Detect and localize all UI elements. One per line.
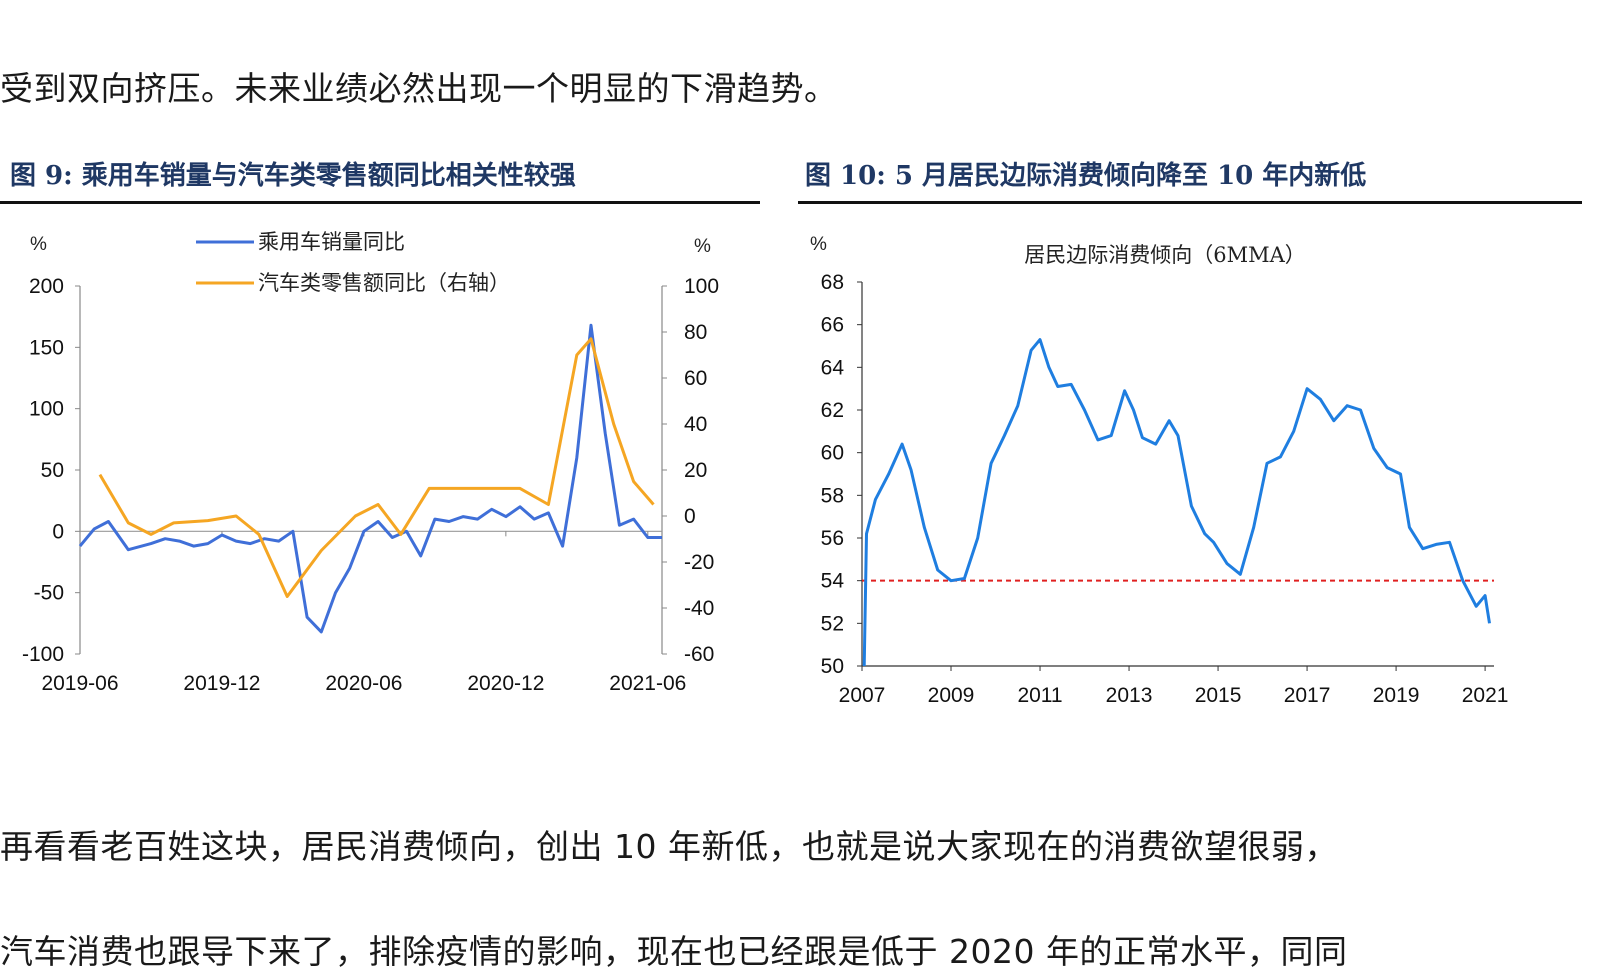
chart1-y2tick-label: 0: [684, 505, 696, 528]
chart2-ytick-label: 58: [821, 484, 844, 507]
chart1-xtick-label: 2020-12: [467, 672, 544, 695]
chart1-xtick-label: 2020-06: [325, 672, 402, 695]
chart2-xtick-label: 2013: [1106, 684, 1153, 707]
chart2-unit: %: [810, 234, 827, 255]
chart2-ytick-label: 60: [821, 442, 844, 465]
chart1-ytick-label: 100: [29, 398, 64, 421]
chart1-ytick-label: 0: [52, 520, 64, 543]
chart1-y2tick-label: -40: [684, 597, 714, 620]
chart1-xtick-label: 2021-06: [609, 672, 686, 695]
chart2-xtick-label: 2019: [1373, 684, 1420, 707]
chart2-ytick-label: 50: [821, 655, 844, 678]
chart2-xtick-label: 2021: [1462, 684, 1509, 707]
chart2-ytick-label: 68: [821, 271, 844, 294]
chart2-ytick-label: 64: [821, 356, 845, 379]
chart1-ytick-label: -100: [22, 643, 64, 666]
figure-9-rule: [0, 201, 760, 204]
chart2-xtick-label: 2009: [928, 684, 975, 707]
chart1-ytick-label: 150: [29, 336, 64, 359]
chart2-ytick-label: 66: [821, 314, 844, 337]
chart1-xtick-label: 2019-06: [41, 672, 118, 695]
chart1-series-1-line: [78, 323, 662, 634]
chart2-series-line: [862, 338, 1491, 667]
chart1-series-2-line: [98, 337, 655, 598]
chart2-ytick-label: 52: [821, 612, 844, 635]
chart1-y2tick-label: -60: [684, 643, 714, 666]
paragraph-1: 受到双向挤压。未来业绩必然出现一个明显的下滑趋势。: [0, 69, 838, 108]
chart2-xtick-label: 2017: [1284, 684, 1331, 707]
chart1-y2tick-label: 80: [684, 321, 707, 344]
figure-10-rule: [798, 201, 1582, 204]
chart2-xtick-label: 2015: [1195, 684, 1242, 707]
chart1-right-unit: %: [694, 236, 711, 257]
chart2-ytick-label: 62: [821, 399, 844, 422]
figure-9-title: 图 9: 乘用车销量与汽车类零售额同比相关性较强: [10, 161, 576, 191]
chart1-left-unit: %: [30, 234, 47, 255]
chart1-legend-label-2: 汽车类零售额同比（右轴）: [258, 271, 510, 295]
chart1-y2tick-label: 40: [684, 413, 707, 436]
chart1-y2tick-label: 60: [684, 367, 707, 390]
chart1-legend-label-1: 乘用车销量同比: [258, 230, 405, 254]
chart2-ytick-label: 54: [821, 570, 845, 593]
chart1-y2tick-label: 100: [684, 275, 719, 298]
chart1-ytick-label: 50: [41, 459, 64, 482]
chart1-xtick-label: 2019-12: [183, 672, 260, 695]
chart2-xtick-label: 2011: [1017, 684, 1062, 707]
chart1-y2tick-label: -20: [684, 551, 714, 574]
chart1-ytick-label: -50: [34, 582, 64, 605]
chart2-title: 居民边际消费倾向（6MMA）: [1024, 243, 1306, 267]
chart2-ytick-label: 56: [821, 527, 844, 550]
figure-10-title: 图 10: 5 月居民边际消费倾向降至 10 年内新低: [805, 161, 1367, 191]
paragraph-2: 再看看老百姓这块，居民消费倾向，创出 10 年新低，也就是说大家现在的消费欲望很…: [0, 827, 1338, 866]
chart2-xtick-label: 2007: [839, 684, 886, 707]
paragraph-3: 汽车消费也跟导下来了，排除疫情的影响，现在也已经跟是低于 2020 年的正常水平…: [0, 932, 1348, 971]
chart1-ytick-label: 200: [29, 275, 64, 298]
chart1-y2tick-label: 20: [684, 459, 707, 482]
